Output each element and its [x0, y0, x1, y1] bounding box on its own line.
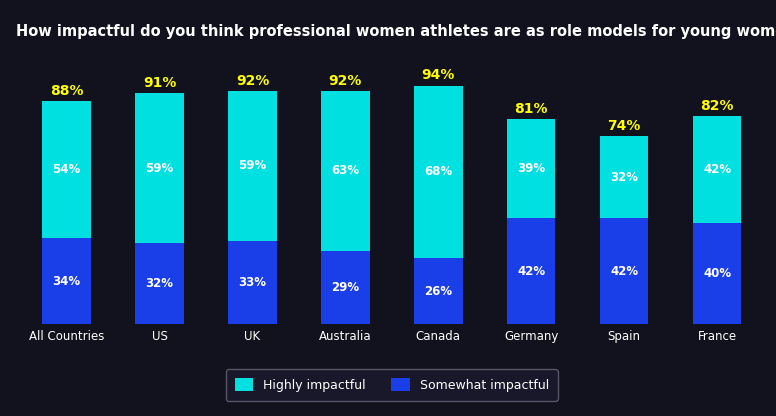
- Text: 59%: 59%: [145, 162, 174, 175]
- Text: 40%: 40%: [703, 267, 731, 280]
- Text: 63%: 63%: [331, 164, 359, 177]
- Text: 42%: 42%: [703, 163, 731, 176]
- Text: 92%: 92%: [236, 74, 269, 87]
- Text: 91%: 91%: [143, 76, 176, 90]
- Bar: [414, 86, 462, 258]
- Bar: [507, 119, 556, 218]
- Bar: [321, 91, 369, 251]
- Text: 82%: 82%: [701, 99, 734, 113]
- Text: 59%: 59%: [238, 159, 267, 172]
- Text: 32%: 32%: [146, 277, 174, 290]
- Bar: [135, 243, 184, 324]
- Bar: [414, 258, 462, 324]
- Bar: [228, 91, 277, 240]
- Bar: [600, 136, 649, 218]
- Text: 42%: 42%: [610, 265, 639, 277]
- Text: 33%: 33%: [238, 276, 266, 289]
- Text: 88%: 88%: [50, 84, 83, 98]
- Text: 94%: 94%: [421, 69, 455, 82]
- Text: 92%: 92%: [329, 74, 362, 87]
- Bar: [228, 240, 277, 324]
- Bar: [600, 218, 649, 324]
- Text: 32%: 32%: [610, 171, 638, 183]
- Bar: [135, 93, 184, 243]
- Text: 81%: 81%: [514, 102, 548, 116]
- Bar: [43, 101, 91, 238]
- Bar: [43, 238, 91, 324]
- Text: 74%: 74%: [608, 119, 641, 133]
- Bar: [693, 116, 741, 223]
- Bar: [507, 218, 556, 324]
- Text: 68%: 68%: [424, 166, 452, 178]
- Text: 39%: 39%: [518, 162, 546, 175]
- Bar: [693, 223, 741, 324]
- Text: 42%: 42%: [518, 265, 546, 277]
- Text: How impactful do you think professional women athletes are as role models for yo: How impactful do you think professional …: [16, 24, 776, 39]
- Text: 34%: 34%: [53, 275, 81, 288]
- Legend: Highly impactful, Somewhat impactful: Highly impactful, Somewhat impactful: [226, 369, 558, 401]
- Text: 26%: 26%: [424, 285, 452, 298]
- Text: 29%: 29%: [331, 281, 359, 294]
- Bar: [321, 251, 369, 324]
- Text: 54%: 54%: [53, 163, 81, 176]
